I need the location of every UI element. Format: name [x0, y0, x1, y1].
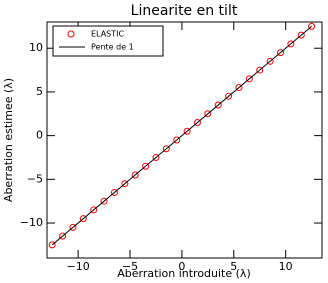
x-tick-label: 10 [279, 260, 293, 273]
data-point [59, 232, 67, 240]
legend-marker [67, 30, 75, 38]
data-point [308, 22, 316, 30]
data-point [110, 188, 118, 196]
y-tick-label: 0 [36, 129, 43, 142]
data-point [193, 119, 201, 127]
data-point [121, 180, 129, 188]
fit-line [51, 25, 312, 246]
y-axis-label: Aberration estimee (λ) [2, 78, 15, 202]
y-tick-label: 10 [29, 41, 43, 54]
data-point [79, 215, 87, 223]
data-point [245, 75, 253, 83]
data-point [131, 171, 139, 179]
plot-frame [46, 21, 323, 259]
data-point [48, 241, 56, 249]
x-tick-label: 5 [230, 260, 237, 273]
data-point [235, 84, 243, 92]
data-point [100, 197, 108, 205]
x-tick-label: −10 [67, 260, 90, 273]
data-point [183, 127, 191, 135]
data-point [276, 49, 284, 57]
data-point [69, 223, 77, 231]
chart-title: Linearite en tilt [131, 3, 238, 19]
data-point [162, 145, 170, 153]
legend-label: Pente de 1 [91, 43, 134, 52]
x-tick-label: −5 [122, 260, 138, 273]
y-tick-label: 5 [36, 85, 43, 98]
data-point [204, 110, 212, 118]
data-point [90, 206, 98, 214]
data-point [297, 31, 305, 39]
data-point [142, 162, 150, 170]
x-tick-label: 0 [178, 260, 185, 273]
y-tick-label: −5 [27, 172, 43, 185]
data-point [214, 101, 222, 109]
data-point [225, 92, 233, 100]
data-point [173, 136, 181, 144]
data-point [256, 66, 264, 74]
data-point [266, 57, 274, 65]
data-point [152, 153, 160, 161]
data-point [287, 40, 295, 48]
legend-label: ELASTIC [91, 30, 124, 39]
y-tick-label: −10 [20, 216, 43, 229]
x-axis-label: Aberration introduite (λ) [117, 267, 250, 280]
